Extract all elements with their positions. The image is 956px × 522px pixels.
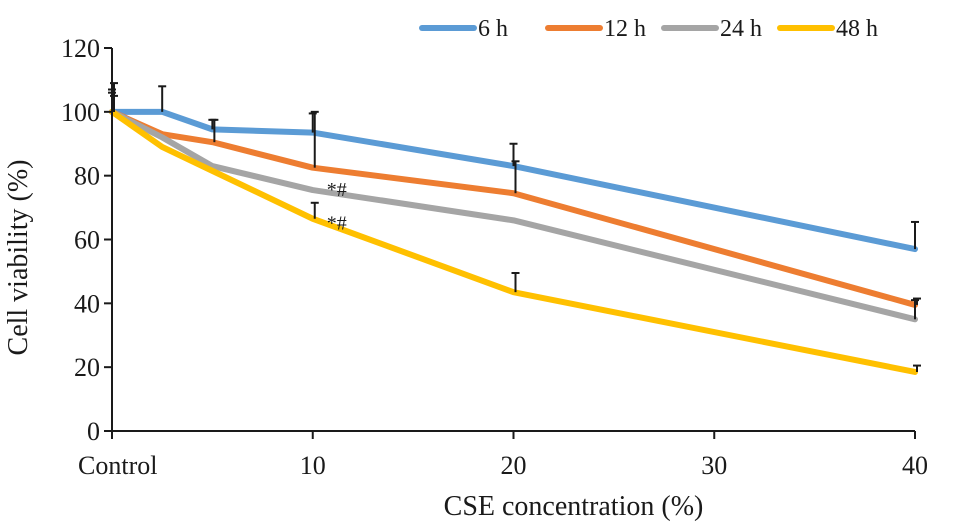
series-line-6h — [109, 108, 918, 253]
x-tick-label: 10 — [300, 451, 326, 480]
annotations: *# *# — [327, 179, 347, 235]
series-line-24h — [109, 108, 918, 323]
x-tick-label: 20 — [501, 451, 527, 480]
y-tick-label: 40 — [74, 289, 100, 318]
axes — [111, 48, 915, 432]
ticks: 0 20 40 60 80 100 120 Control 10 20 30 40 — [61, 34, 928, 480]
legend-label-24h: 24 h — [720, 16, 762, 42]
legend-label-6h: 6 h — [478, 16, 508, 42]
series-line-12h — [109, 108, 918, 308]
significance-annotation: *# — [327, 213, 347, 235]
legend-label-12h: 12 h — [604, 16, 646, 42]
x-tick-label: Control — [78, 451, 157, 480]
y-tick-label: 0 — [87, 417, 100, 446]
y-tick-label: 20 — [74, 353, 100, 382]
legend-label-48h: 48 h — [836, 16, 878, 42]
series-layer — [109, 108, 918, 375]
series-line-48h — [109, 108, 918, 375]
y-tick-label: 100 — [61, 98, 100, 127]
y-tick-label: 80 — [74, 162, 100, 191]
x-tick-label: 40 — [902, 451, 928, 480]
x-tick-label: 30 — [701, 451, 727, 480]
y-axis-title: Cell viability (%) — [3, 160, 34, 356]
legend: 6 h 12 h 24 h 48 h — [419, 16, 878, 42]
significance-annotation: *# — [327, 179, 347, 201]
y-tick-label: 60 — [74, 226, 100, 255]
x-axis-title: CSE concentration (%) — [444, 491, 704, 522]
y-tick-label: 120 — [61, 34, 100, 63]
